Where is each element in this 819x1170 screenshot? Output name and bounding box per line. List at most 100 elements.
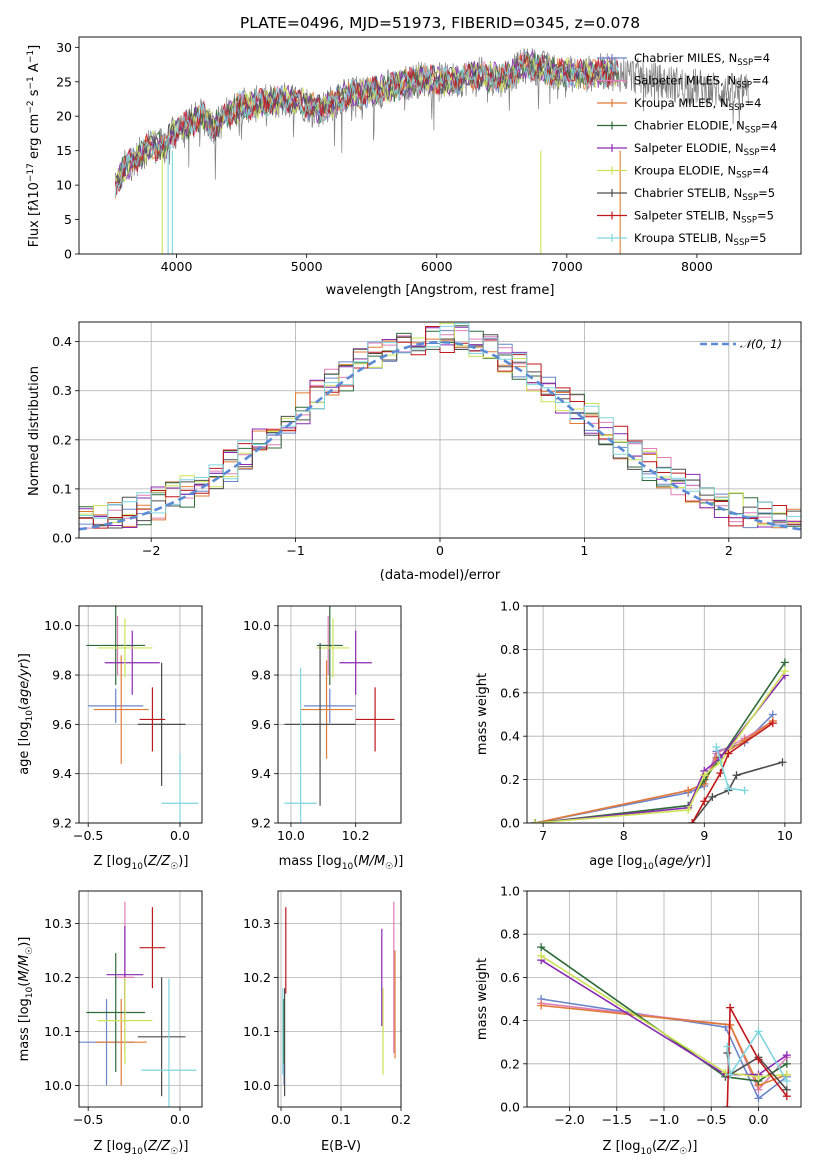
mw-vs-age-plot-area: 7 8 9 10 0.0 0.2 0.4 0.6 0.8 1.0	[500, 599, 802, 843]
mass-vs-Z-xlabel: Z [log10(Z/Z☉)]	[94, 1139, 189, 1157]
y-tick-label: 0.6	[500, 970, 520, 985]
y-tick-label: 0.0	[500, 1100, 520, 1115]
residuals-plot-area: −2 −1 0 1 2 0.0 0.1 0.2 0.3 0.4	[52, 321, 802, 558]
y-tick-label: 0.4	[500, 1013, 520, 1028]
spectrum-xlabel: wavelength [Angstrom, rest frame]	[326, 283, 555, 298]
y-tick-label: 0.1	[52, 481, 72, 496]
y-tick-label: 9.6	[251, 717, 271, 732]
y-tick-label: 20	[56, 109, 72, 124]
mass-vs-Z-plot-area: −0.5 0.0 10.0 10.1 10.2 10.3	[44, 890, 203, 1127]
x-tick-label: 10	[777, 828, 793, 843]
y-tick-label: 0.4	[500, 729, 520, 744]
gaussian-legend-label: 𝒩(0, 1)	[740, 337, 782, 351]
y-tick-label: 10.3	[44, 916, 72, 931]
x-tick-label: 0.0	[170, 828, 190, 843]
age-vs-Z-plot-area: −0.5 0.0 9.2 9.4 9.6 9.8 10.0	[44, 605, 203, 843]
y-tick-label: 0.2	[500, 1056, 520, 1071]
plot-content	[79, 901, 197, 1107]
mass-weight-line	[540, 955, 787, 1078]
plot-content	[282, 901, 396, 1097]
plot-content	[531, 658, 789, 823]
y-tick-label: 0	[64, 247, 72, 262]
y-tick-label: 0.0	[52, 531, 72, 546]
legend-subscript: SSP	[736, 81, 752, 91]
y-tick-label: 25	[56, 74, 72, 89]
axes-frame	[526, 890, 802, 1108]
y-tick-label: 10.2	[243, 970, 271, 985]
y-tick-label: 1.0	[500, 884, 520, 899]
observed-spectrum-line	[115, 48, 750, 195]
x-tick-label: 4000	[161, 259, 193, 274]
y-tick-label: 10.1	[243, 1024, 271, 1039]
y-tick-label: 9.4	[251, 766, 271, 781]
x-tick-label: −0.5	[73, 1112, 103, 1127]
y-tick-label: 9.8	[52, 668, 72, 683]
spectrum-legend: Chabrier MILES, NSSP=4 Salpeter MILES, NS…	[597, 51, 778, 248]
model-spectrum-line	[114, 54, 619, 195]
spectrum-plot-area: 4000 5000 6000 7000 8000 0 5 10 15 20 25 30	[56, 36, 802, 274]
residuals-legend: 𝒩(0, 1)	[700, 337, 782, 351]
mw-vs-age-xlabel: age [log10(age/yr)]	[589, 854, 711, 872]
legend-nssp: =4	[752, 74, 769, 88]
y-tick-label: 0.0	[500, 816, 520, 831]
y-tick-label: 5	[64, 212, 72, 227]
y-tick-label: 9.4	[52, 766, 72, 781]
x-tick-label: 8	[620, 828, 628, 843]
y-tick-label: 15	[56, 143, 72, 158]
mass-weight-line	[726, 1029, 788, 1082]
spectrum-panel: 4000 5000 6000 7000 8000 0 5 10 15 20 25 30 Chabrie…	[26, 36, 802, 298]
plot-content	[86, 606, 199, 823]
x-tick-label: 5000	[291, 259, 323, 274]
residuals-xlabel: (data-model)/error	[380, 568, 501, 583]
x-tick-label: 7000	[551, 259, 583, 274]
legend-label: Salpeter ELODIE, NSSP=4	[634, 141, 777, 158]
y-tick-label: 10	[56, 178, 72, 193]
mass-weight-line	[535, 674, 786, 823]
x-tick-label: 7	[539, 828, 547, 843]
age-vs-Z-xlabel: Z [log10(Z/Z☉)]	[94, 854, 189, 872]
mass-weight-line	[726, 1004, 788, 1107]
legend-label: Chabrier MILES, NSSP=4	[634, 51, 770, 68]
y-tick-label: 10.0	[243, 618, 271, 633]
legend-subscript: SSP	[734, 238, 750, 248]
mw-vs-age-panel: 7 8 9 10 0.0 0.2 0.4 0.6 0.8 1.0 age [log10(age/y…	[475, 599, 802, 872]
axes-frame	[78, 605, 203, 824]
legend-label: Salpeter STELIB, NSSP=5	[634, 209, 774, 226]
x-tick-label: 10.0	[277, 828, 305, 843]
axes-frame	[277, 605, 402, 824]
y-tick-label: 0.2	[500, 772, 520, 787]
legend-nssp: =4	[744, 96, 761, 110]
mass-weight-line	[534, 713, 774, 823]
spectrum-ylabel: Flux [fλ10−17 erg cm−2 s−1 A−1]	[26, 45, 42, 247]
y-tick-label: 0.4	[52, 334, 72, 349]
residuals-ylabel: Normed distribution	[27, 366, 42, 496]
x-tick-label: −2	[142, 543, 160, 558]
axes-frame	[78, 890, 203, 1108]
x-tick-label: 8000	[681, 259, 713, 274]
x-tick-label: 0.0	[170, 1112, 190, 1127]
legend-nssp: =4	[761, 119, 778, 133]
x-tick-label: −0.5	[696, 1112, 726, 1127]
x-tick-label: −1.5	[602, 1112, 632, 1127]
age-vs-mass-xlabel: mass [log10(M/M☉)]	[279, 854, 404, 872]
plot-content	[284, 606, 395, 823]
legend-nssp: =4	[752, 164, 769, 178]
plot-content	[537, 943, 791, 1107]
x-tick-label: 10.2	[342, 828, 370, 843]
residuals-panel: −2 −1 0 1 2 0.0 0.1 0.2 0.3 0.4 𝒩(0, 1) (data-mod…	[27, 321, 802, 583]
mass-vs-ebv-panel: 0.0 0.1 0.2 10.0 10.1 10.2 10.3 E(B-V)	[243, 890, 411, 1154]
x-tick-label: 0	[436, 543, 444, 558]
model-spectrum-line	[114, 53, 619, 182]
mw-vs-Z-panel: −2.0 −1.5 −1.0 −0.5 0.0 0.0 0.2 0.4 0.6 0.8 1.0 Z …	[475, 884, 802, 1157]
figure-title: PLATE=0496, MJD=51973, FIBERID=0345, z=0…	[240, 14, 640, 32]
legend-subscript: SSP	[742, 193, 758, 203]
legend-subscript: SSP	[741, 216, 757, 226]
y-tick-label: 9.2	[52, 816, 72, 831]
mw-vs-Z-ylabel: mass weight	[475, 958, 490, 1040]
legend-subscript: SSP	[744, 148, 760, 158]
axes-frame	[526, 605, 802, 824]
model-spectrum-line	[114, 54, 619, 197]
age-vs-mass-plot-area: 10.0 10.2 9.2 9.4 9.6 9.8 10.0	[243, 605, 402, 843]
legend-nssp: =4	[760, 141, 777, 155]
